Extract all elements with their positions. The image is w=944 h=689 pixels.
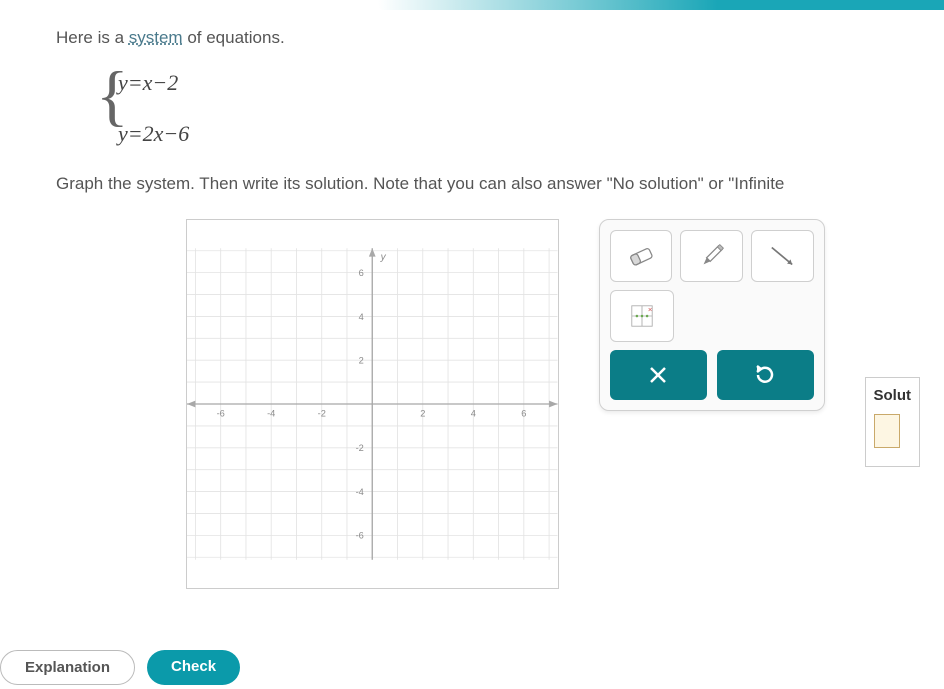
svg-text:2: 2	[359, 355, 364, 365]
svg-text:-6: -6	[217, 408, 225, 418]
svg-text:4: 4	[359, 312, 364, 322]
svg-text:-2: -2	[356, 443, 364, 453]
equation-system: { y=x−2 y=2x−6	[96, 65, 920, 151]
pencil-icon	[695, 239, 729, 273]
reset-button[interactable]	[717, 350, 814, 400]
y-axis-label: y	[380, 252, 387, 263]
eraser-icon	[624, 239, 658, 273]
clear-button[interactable]	[610, 350, 707, 400]
solution-panel: Solut	[865, 377, 921, 467]
brace-icon: {	[96, 61, 129, 129]
intro-text: Here is a system of equations.	[56, 24, 920, 51]
bottom-buttons: Explanation Check	[0, 650, 240, 689]
intro-suffix: of equations.	[183, 28, 285, 47]
solution-input[interactable]	[874, 414, 900, 448]
equation-1: y=x−2	[118, 65, 920, 100]
point-fill-tool[interactable]: ×	[610, 290, 674, 342]
svg-text:-2: -2	[318, 408, 326, 418]
instruction-text: Graph the system. Then write its solutio…	[56, 170, 920, 197]
line-icon	[765, 239, 799, 273]
question-content: Here is a system of equations. { y=x−2 y…	[0, 18, 944, 589]
top-accent-bar	[378, 0, 944, 10]
right-column: ×	[599, 219, 825, 411]
intro-prefix: Here is a	[56, 28, 129, 47]
tool-row-draw	[610, 230, 814, 282]
tool-panel: ×	[599, 219, 825, 411]
svg-text:6: 6	[359, 268, 364, 278]
graph-canvas[interactable]: y -6 -4 -2 2 4 6 6 4 2 -2 -4 -6	[186, 219, 559, 589]
pencil-tool[interactable]	[680, 230, 743, 282]
tool-row-misc: ×	[610, 290, 814, 342]
svg-text:-6: -6	[356, 530, 364, 540]
line-tool[interactable]	[751, 230, 814, 282]
solution-label: Solut	[874, 384, 912, 408]
svg-text:4: 4	[471, 408, 476, 418]
coordinate-grid: y -6 -4 -2 2 4 6 6 4 2 -2 -4 -6	[187, 220, 558, 588]
close-icon	[646, 363, 670, 387]
svg-text:×: ×	[647, 305, 651, 314]
svg-text:-4: -4	[267, 408, 275, 418]
eraser-tool[interactable]	[610, 230, 673, 282]
reset-icon	[753, 363, 777, 387]
check-button[interactable]: Check	[147, 650, 240, 685]
svg-text:2: 2	[420, 408, 425, 418]
equation-2: y=2x−6	[118, 116, 920, 151]
page: Here is a system of equations. { y=x−2 y…	[0, 0, 944, 689]
svg-text:-4: -4	[356, 487, 364, 497]
system-link[interactable]: system	[129, 28, 183, 47]
action-row	[610, 350, 814, 400]
work-area: y -6 -4 -2 2 4 6 6 4 2 -2 -4 -6	[56, 219, 920, 589]
svg-text:6: 6	[521, 408, 526, 418]
explanation-button[interactable]: Explanation	[0, 650, 135, 685]
point-fill-icon: ×	[625, 299, 659, 333]
